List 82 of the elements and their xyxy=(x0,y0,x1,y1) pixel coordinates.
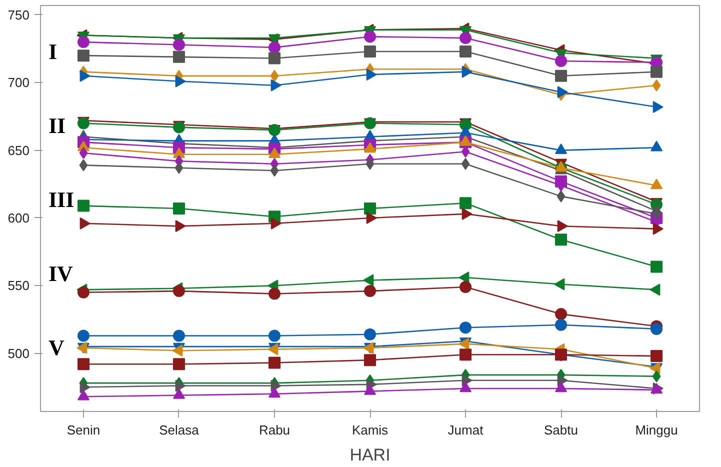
point xyxy=(650,178,663,190)
x-tick-label: Kamis xyxy=(352,422,389,438)
point xyxy=(364,285,376,298)
point xyxy=(172,148,185,158)
x-tick-label: Selasa xyxy=(159,422,200,438)
x-tick-label: Sabtu xyxy=(544,422,578,438)
point xyxy=(364,46,376,58)
point xyxy=(172,344,183,357)
point xyxy=(461,146,470,158)
y-tick-label: 700 xyxy=(8,75,30,90)
x-tick-label: Jumat xyxy=(448,422,484,438)
point xyxy=(555,234,568,246)
point xyxy=(555,308,568,320)
point xyxy=(366,68,377,81)
x-axis-title: HARI xyxy=(350,446,390,464)
point xyxy=(364,328,376,340)
point xyxy=(364,30,376,43)
point xyxy=(460,281,472,293)
point xyxy=(268,41,280,54)
point xyxy=(462,66,472,78)
annotation: III xyxy=(48,187,74,212)
y-tick-label: 750 xyxy=(8,7,30,22)
point xyxy=(364,354,376,366)
point xyxy=(366,212,377,224)
point xyxy=(268,148,280,158)
x-tick-label: Minggu xyxy=(635,422,678,438)
point xyxy=(557,86,568,98)
point xyxy=(652,222,664,235)
point xyxy=(270,164,279,177)
point xyxy=(652,370,661,382)
point xyxy=(172,38,185,51)
annotation: IV xyxy=(48,261,74,286)
point xyxy=(77,50,90,62)
point xyxy=(172,202,185,214)
point xyxy=(270,70,279,82)
point xyxy=(79,159,88,172)
y-tick-label: 650 xyxy=(8,142,30,158)
annotation: V xyxy=(48,335,64,360)
point xyxy=(461,158,470,170)
point xyxy=(268,356,280,369)
point xyxy=(268,52,280,64)
point xyxy=(460,322,472,334)
x-tick-label: Rabu xyxy=(258,422,290,438)
point xyxy=(364,142,376,153)
point xyxy=(650,260,663,273)
y-tick-label: 550 xyxy=(8,278,30,294)
point xyxy=(77,330,90,342)
point xyxy=(462,208,472,220)
point xyxy=(364,202,376,214)
point xyxy=(172,50,185,63)
point xyxy=(77,286,90,298)
point xyxy=(172,358,185,370)
point xyxy=(555,70,568,82)
point xyxy=(172,330,185,342)
point xyxy=(650,350,663,362)
point xyxy=(174,162,184,174)
point xyxy=(79,147,88,160)
annotation: II xyxy=(48,113,66,138)
point xyxy=(172,285,185,298)
point xyxy=(650,322,663,335)
y-tick-label: 500 xyxy=(8,346,30,361)
y-tick-label: 600 xyxy=(8,210,30,226)
point xyxy=(555,318,568,331)
point xyxy=(77,358,90,370)
point xyxy=(557,220,568,232)
point xyxy=(652,79,661,92)
point xyxy=(652,101,664,113)
point xyxy=(460,348,472,361)
point xyxy=(77,200,90,212)
point xyxy=(460,46,472,58)
point xyxy=(460,197,472,210)
point xyxy=(77,36,90,48)
point xyxy=(555,55,568,67)
x-tick-label: Senin xyxy=(66,422,100,438)
point xyxy=(268,387,280,398)
point xyxy=(268,288,280,300)
point xyxy=(650,66,663,78)
point xyxy=(460,32,472,44)
point xyxy=(366,158,374,170)
point xyxy=(268,330,280,342)
point xyxy=(556,190,566,202)
annotation: I xyxy=(48,39,58,64)
